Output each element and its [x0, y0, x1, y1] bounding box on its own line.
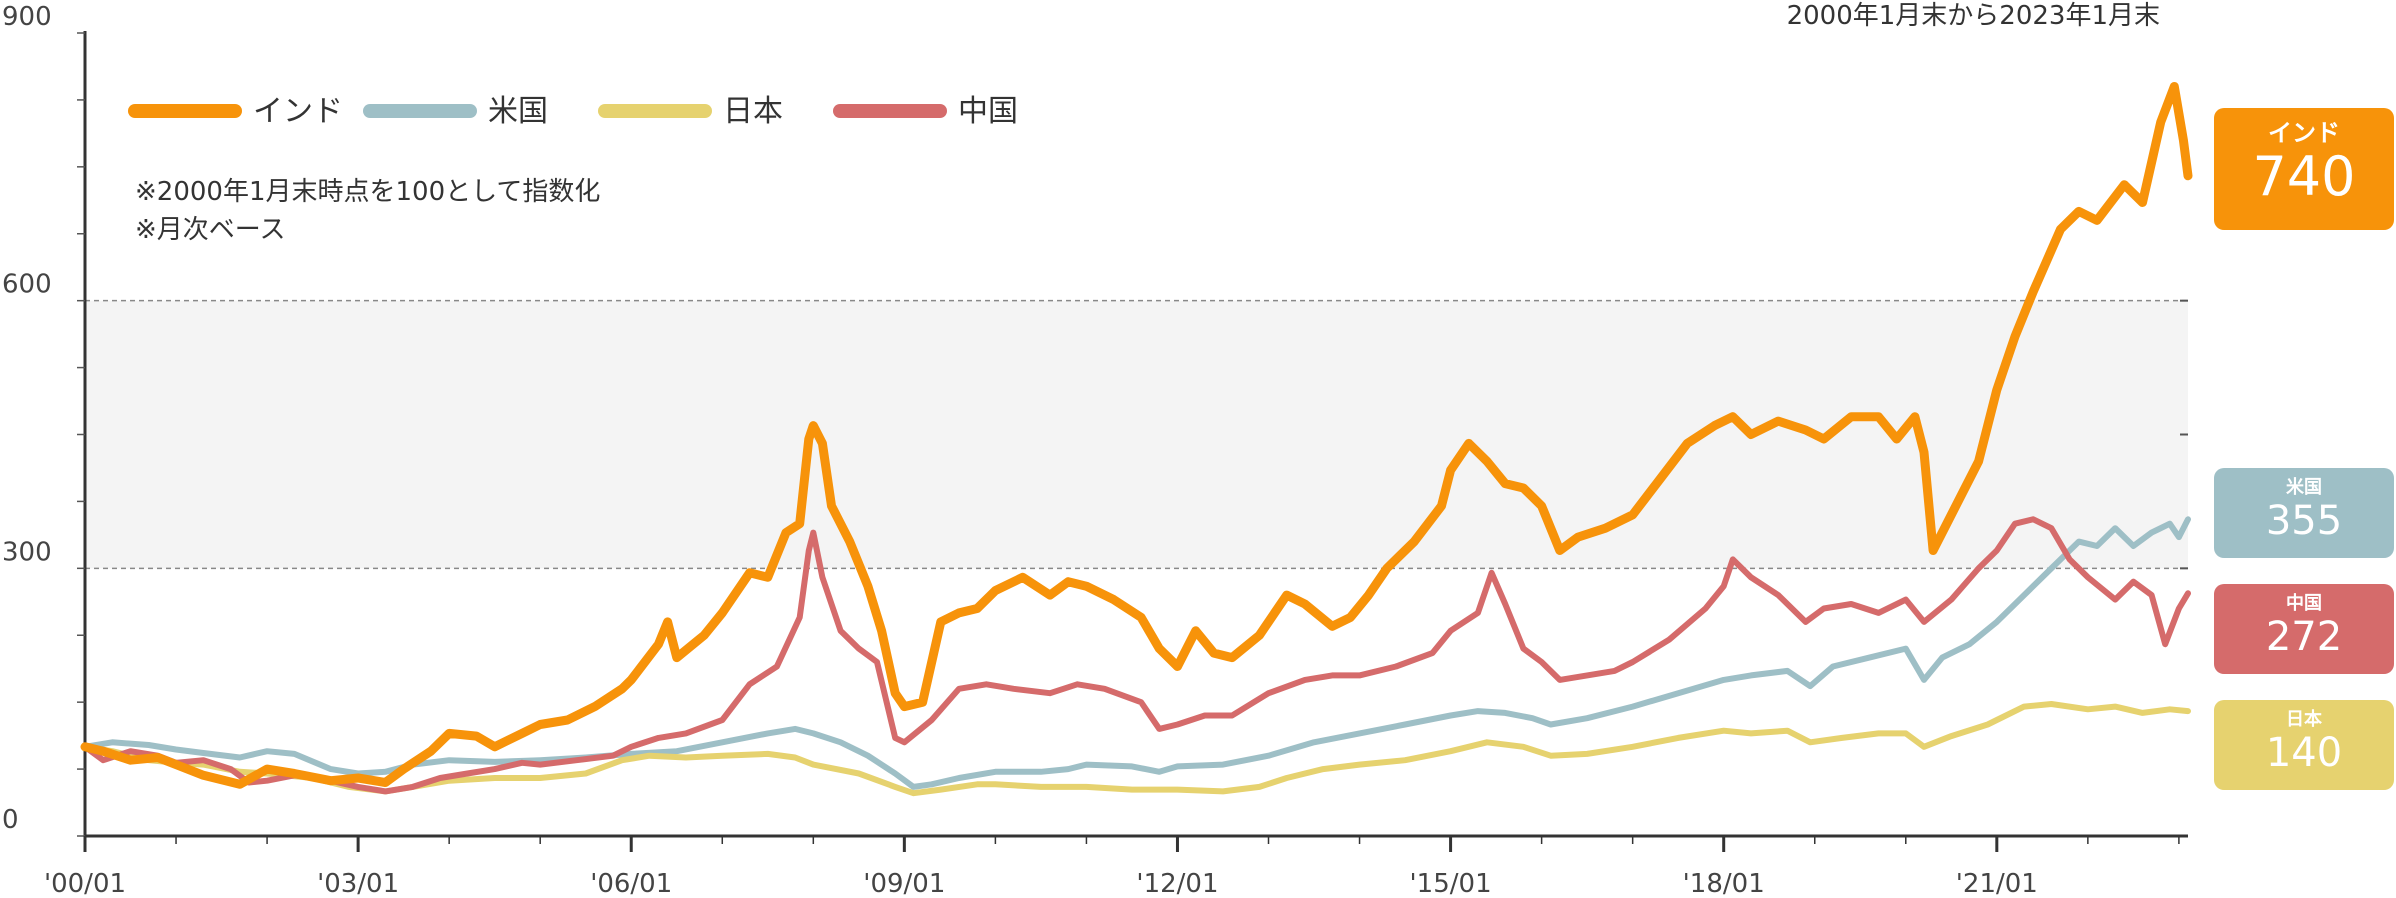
end-badge-name: 中国: [2286, 593, 2322, 614]
end-badge-3: 中国 272: [2214, 584, 2394, 674]
y-tick-label: 600: [2, 270, 52, 300]
y-tick-label: 300: [2, 537, 52, 567]
series-line-2: [82, 701, 2191, 797]
end-badge-value: 272: [2265, 613, 2343, 660]
end-badge-value: 355: [2265, 497, 2343, 544]
end-badge-name: インド: [2268, 119, 2340, 147]
series-line-3: [82, 516, 2191, 795]
chart-note-monthly: ※月次ベース: [135, 215, 286, 245]
legend-label-1: 米国: [488, 94, 548, 129]
x-tick-label: '09/01: [863, 869, 945, 898]
x-tick-label: '18/01: [1683, 869, 1765, 898]
end-badge-name: 日本: [2286, 709, 2322, 730]
x-tick-label: '03/01: [317, 869, 399, 898]
x-tick-label: '21/01: [1956, 869, 2038, 898]
legend-label-3: 中国: [958, 94, 1018, 129]
x-tick-label: '06/01: [590, 869, 672, 898]
series-lines: [80, 82, 2193, 797]
end-badge-1: 米国 355: [2214, 468, 2394, 558]
series-line-0: [80, 82, 2193, 789]
y-tick-label: 0: [2, 805, 19, 835]
x-tick-label: '12/01: [1136, 869, 1218, 898]
chart-subtitle: 2000年1月末から2023年1月末: [1787, 1, 2160, 31]
end-badge-value: 140: [2265, 729, 2343, 776]
x-tick-label: '00/01: [44, 869, 126, 898]
end-badge-name: 米国: [2286, 477, 2322, 498]
legend-label-0: インド: [253, 94, 343, 129]
y-tick-label: 900: [2, 2, 52, 32]
legend-label-2: 日本: [723, 94, 783, 129]
x-tick-label: '15/01: [1410, 869, 1492, 898]
legend: インド 米国 日本 中国: [128, 94, 1018, 129]
shaded-band-300-600: [85, 300, 2188, 569]
series-line-1: [82, 516, 2191, 790]
end-badge-2: 日本 140: [2214, 700, 2394, 790]
chart-note-index: ※2000年1月末時点を100として指数化: [135, 177, 600, 207]
axes: 0 300 600 900 '00/01 '03/01 '06/01 '09/01 '12/01…: [2, 2, 2188, 898]
end-badge-value: 740: [2252, 145, 2356, 209]
end-badge-0: インド 740: [2214, 108, 2394, 230]
